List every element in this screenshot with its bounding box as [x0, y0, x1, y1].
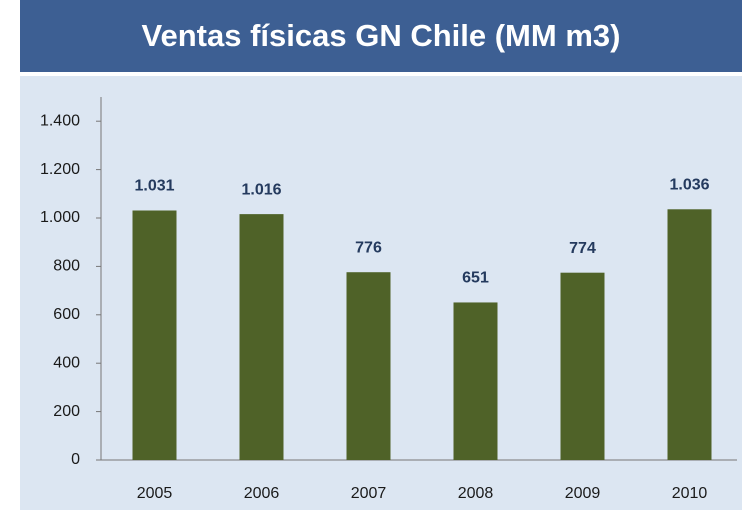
y-tick-label: 1.200: [40, 161, 80, 178]
value-label: 1.036: [669, 177, 709, 194]
bar: [667, 209, 712, 460]
y-tick-label: 400: [53, 354, 80, 371]
bar: [239, 214, 284, 460]
x-tick-label: 2006: [244, 485, 280, 502]
title-banner: [20, 0, 742, 72]
value-label: 651: [462, 270, 489, 287]
y-tick-label: 600: [53, 306, 80, 323]
chart-title: Ventas físicas GN Chile (MM m3): [142, 18, 621, 53]
bar: [560, 272, 605, 460]
x-tick-label: 2009: [565, 485, 601, 502]
x-tick-label: 2010: [672, 485, 708, 502]
value-label: 776: [355, 239, 382, 256]
value-label: 1.031: [134, 178, 174, 195]
x-tick-label: 2005: [137, 485, 173, 502]
value-label: 774: [569, 240, 596, 257]
bar: [132, 210, 177, 460]
y-tick-label: 200: [53, 403, 80, 420]
bar: [453, 302, 498, 460]
y-tick-label: 1.400: [40, 112, 80, 129]
y-tick-label: 1.000: [40, 209, 80, 226]
y-tick-label: 800: [53, 258, 80, 275]
y-tick-label: 0: [71, 451, 80, 468]
bar: [346, 272, 391, 460]
x-tick-label: 2008: [458, 485, 494, 502]
value-label: 1.016: [241, 181, 281, 198]
x-tick-label: 2007: [351, 485, 387, 502]
